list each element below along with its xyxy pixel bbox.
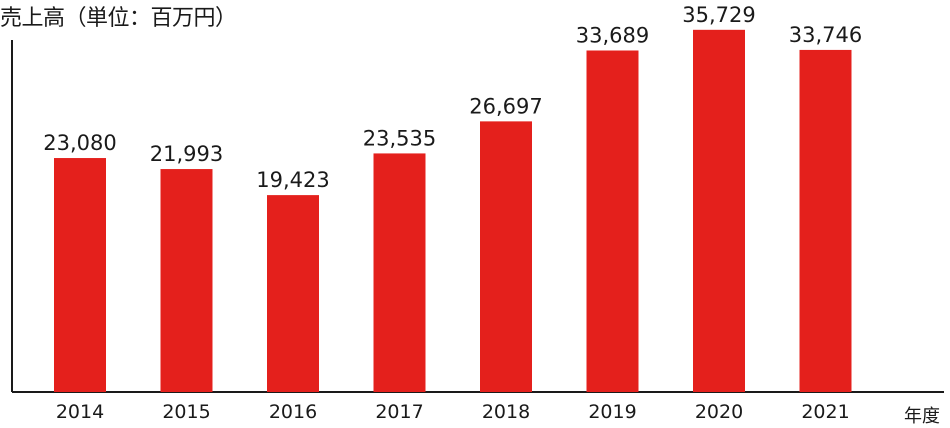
bar-2020 [693,29,745,393]
bar-2016 [267,195,319,392]
x-tick-label-2017: 2017 [375,401,423,422]
data-label-2020: 35,729 [682,3,755,27]
data-label-2019: 33,689 [576,23,649,47]
x-tick-label-2014: 2014 [56,401,104,422]
data-label-2021: 33,746 [789,23,862,47]
data-label-2015: 21,993 [150,142,223,166]
bar-2014 [54,158,106,392]
data-label-2014: 23,080 [43,131,116,155]
x-tick-label-2016: 2016 [269,401,317,422]
bar-2015 [160,169,213,392]
data-label-2018: 26,697 [469,94,542,118]
bar-2021 [799,49,852,392]
x-axis-unit-label: 年度 [904,406,940,427]
bar-2017 [373,153,426,392]
x-tick-label-2020: 2020 [695,401,743,422]
data-label-2016: 19,423 [256,168,329,192]
y-axis-label: 売上高（単位：百万円） [0,6,237,31]
bar-2018 [480,121,532,393]
bar-2019 [586,50,639,393]
data-label-2017: 23,535 [363,126,436,150]
x-tick-label-2015: 2015 [162,401,210,422]
x-tick-label-2018: 2018 [482,401,530,422]
x-tick-label-2021: 2021 [801,401,849,422]
x-tick-label-2019: 2019 [588,401,636,422]
